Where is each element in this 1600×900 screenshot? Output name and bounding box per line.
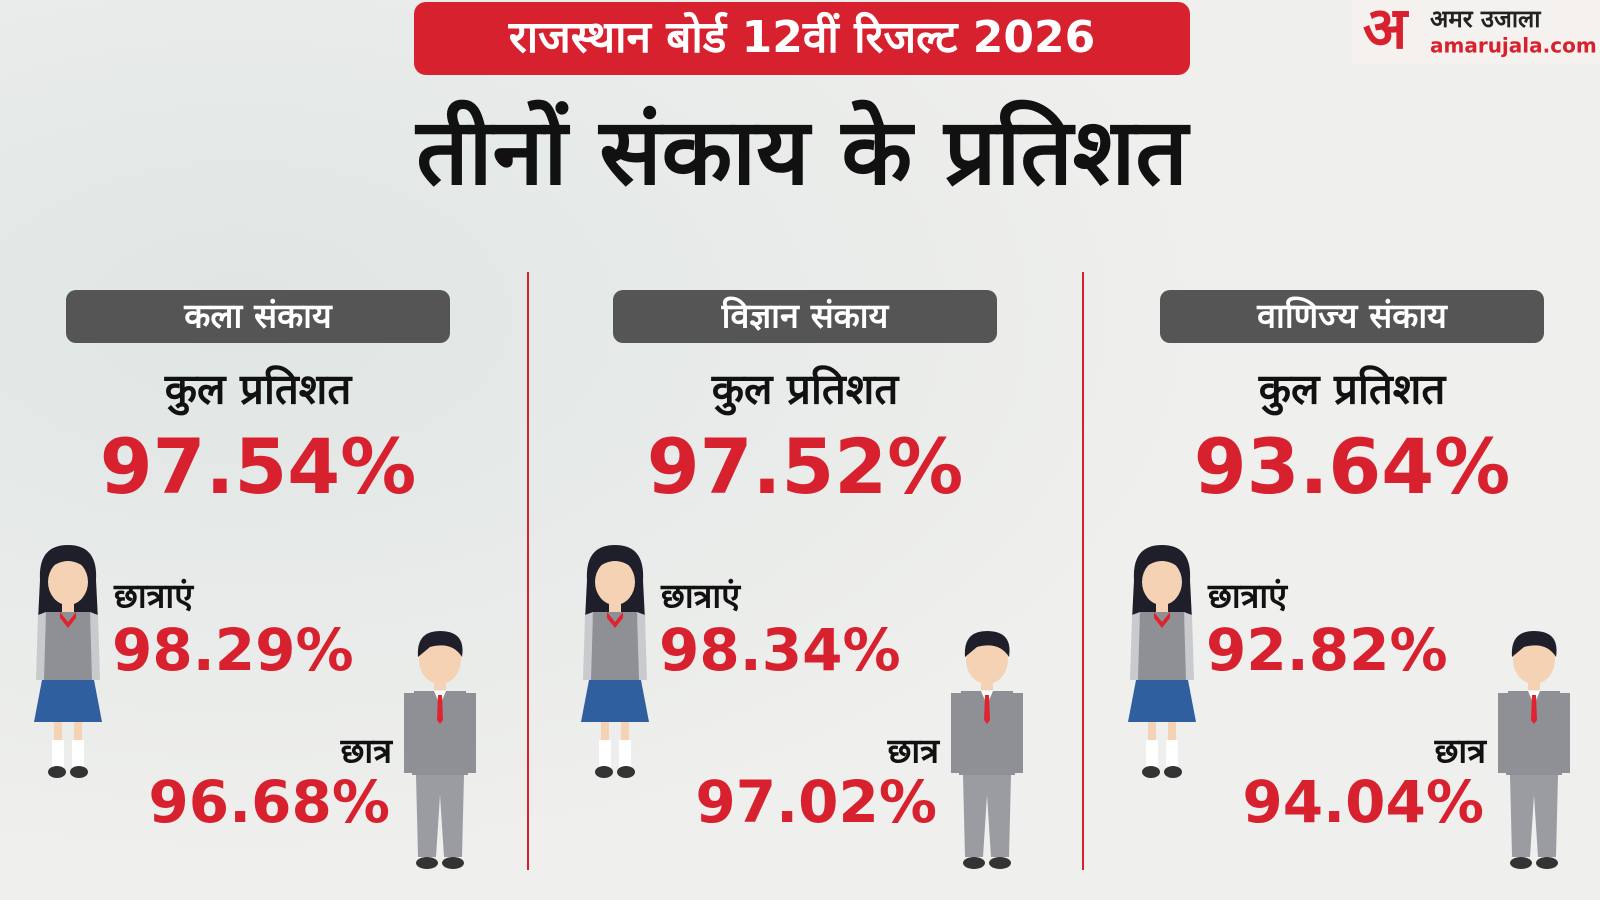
total-label: कुल प्रतिशत [711, 365, 901, 416]
logo-name: अमर उजाला [1430, 5, 1541, 33]
logo-mark: अ [1363, 0, 1410, 62]
girls-value: 92.82% [1206, 616, 1448, 684]
total-label: कुल प्रतिशत [164, 365, 354, 416]
boys-value: 96.68% [148, 768, 390, 836]
logo-box [1352, 0, 1600, 64]
boys-label: छात्र [1434, 732, 1488, 772]
total-value: 97.52% [647, 422, 964, 511]
boys-label: छात्र [340, 732, 394, 772]
total-label: कुल प्रतिशत [1258, 365, 1448, 416]
total-value: 93.64% [1194, 422, 1511, 511]
faculty-pill [613, 290, 997, 343]
faculty-pill [1160, 290, 1544, 343]
boys-value: 97.02% [695, 768, 937, 836]
main-title: तीनों संकाय के प्रतिशत [414, 98, 1191, 205]
total-value: 97.54% [100, 422, 417, 511]
girls-label: छात्राएं [660, 577, 741, 617]
banner [414, 2, 1190, 75]
faculty-name: विज्ञान संकाय [721, 296, 890, 337]
faculty-name: वाणिज्य संकाय [1256, 296, 1448, 337]
faculty-pill [66, 290, 450, 343]
faculty-name: कला संकाय [183, 297, 333, 337]
banner-text: राजस्थान बोर्ड 12वीं रिजल्ट 2026 [508, 11, 1096, 63]
girls-value: 98.34% [659, 616, 901, 684]
girls-value: 98.29% [112, 616, 354, 684]
girls-label: छात्राएं [1207, 577, 1288, 617]
boys-label: छात्र [887, 732, 941, 772]
logo-site: amarujala.com [1430, 34, 1597, 58]
girls-label: छात्राएं [113, 577, 194, 617]
boys-value: 94.04% [1242, 768, 1484, 836]
